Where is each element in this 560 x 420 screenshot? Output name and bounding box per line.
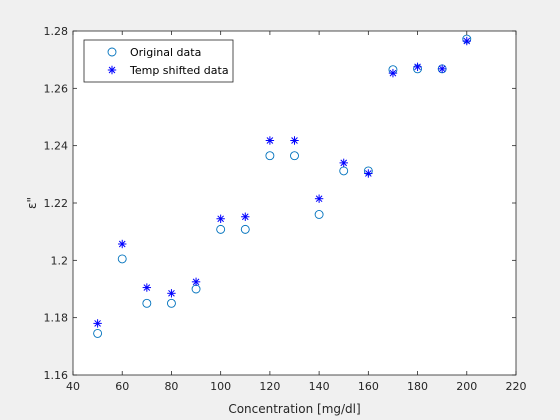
original-data-point [216,224,226,234]
x-tick-label: 160 [358,380,379,393]
original-data-point [93,328,103,338]
x-tick-label: 200 [456,380,477,393]
shifted-data-point [216,214,225,223]
legend-box [83,39,234,83]
shifted-data-point [388,68,398,78]
legend-entry-shifted: Temp shifted data [129,64,229,77]
legend-circle-symbol [107,47,117,57]
original-data-point [290,151,299,161]
original-data-point [265,151,275,161]
legend-circle-marker [107,47,117,57]
original-data-point [240,224,250,234]
y-tick-label: 1.18 [44,312,69,325]
data-marks [93,34,472,338]
shifted-data-point [265,136,275,145]
shifted-data-point [118,239,127,249]
x-tick-label: 180 [407,380,428,393]
x-tick-label: 60 [115,380,129,393]
y-tick-label: 1.28 [44,25,69,38]
shifted-data-point [462,36,471,46]
shifted-data-point [241,212,250,221]
shifted-data-point [93,319,102,328]
shifted-data-point [364,169,373,178]
y-tick-label: 1.24 [44,140,69,153]
x-axis-label: Concentration [mg/dl] [228,402,360,416]
x-tick-label: 140 [309,380,330,393]
original-data-point [314,210,324,219]
plot-area [73,31,516,375]
x-tick-label: 80 [164,380,178,393]
original-data-point [117,254,127,264]
legend: Original data Temp shifted data [83,39,234,83]
shifted-data-point [167,289,176,298]
legend-asterisk-marker [107,65,117,75]
y-tick-label: 1.22 [44,197,69,210]
x-tick-label: 220 [506,380,527,393]
shifted-data-point [339,158,348,168]
original-data-point [142,298,152,308]
x-tick-label: 120 [259,380,280,393]
x-tick-label: 100 [210,380,231,393]
x-tick-label: 40 [66,380,80,393]
shifted-data-point [314,194,324,203]
original-data-point [166,298,176,308]
legend-entry-original: Original data [130,46,201,59]
shifted-data-point [413,62,422,72]
legend-asterisk-symbol [107,65,117,75]
shifted-data-point [191,277,201,287]
shifted-data-point [437,64,447,74]
axis-ticks: 40 60 80 100 120 140 160 180 200 220 1.16 1.18 1.2 1.… [44,25,527,393]
y-tick-label: 1.26 [44,82,69,95]
shifted-data-point [290,136,299,145]
shifted-data-point [142,283,152,292]
y-tick-label: 1.16 [44,369,69,382]
y-axis-label: ε" [25,197,39,209]
y-tick-label: 1.2 [51,254,69,267]
